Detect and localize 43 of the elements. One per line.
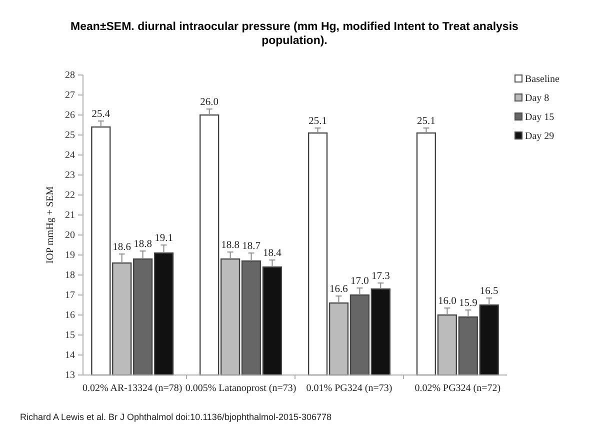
y-tick-label: 21 <box>65 210 75 222</box>
legend-label: Baseline <box>525 74 560 86</box>
y-tick-label: 13 <box>65 370 75 382</box>
legend-label: Day 29 <box>525 131 554 142</box>
y-tick-label: 14 <box>65 350 75 362</box>
x-tick-label: 0.01% PG324 (n=73) <box>306 383 392 394</box>
y-tick-label: 18 <box>65 270 75 282</box>
data-label: 18.6 <box>112 242 132 253</box>
y-tick-label: 16 <box>65 310 75 322</box>
data-label: 18.8 <box>134 239 152 250</box>
data-label: 18.7 <box>242 241 260 252</box>
data-label: 18.4 <box>263 248 282 259</box>
data-label: 25.1 <box>308 116 327 127</box>
y-tick-label: 27 <box>65 90 75 102</box>
data-label: 16.6 <box>330 284 348 295</box>
y-tick-label: 23 <box>65 170 75 182</box>
legend-label: Day 15 <box>525 112 554 124</box>
y-tick-label: 25 <box>65 130 75 142</box>
x-tick-label: 0.02% AR-13324 (n=78) <box>82 383 182 394</box>
data-label: 17.3 <box>371 271 390 282</box>
x-tick-label: 0.005% Latanoprost (n=73) <box>185 383 296 394</box>
data-label: 16.5 <box>480 286 498 297</box>
x-tick-label: 0.02% PG324 (n=72) <box>414 383 501 394</box>
y-tick-label: 20 <box>65 230 75 242</box>
y-tick-label: 22 <box>65 190 75 202</box>
data-label: 19.1 <box>154 233 173 244</box>
data-label: 18.8 <box>221 240 240 251</box>
data-label: 25.1 <box>417 116 436 127</box>
y-tick-label: 17 <box>65 290 75 302</box>
y-tick-label: 26 <box>65 110 75 122</box>
data-label: 15.9 <box>458 298 478 309</box>
y-axis-title: IOP mmHg + SEM <box>45 186 56 264</box>
legend-label: Day 8 <box>525 93 550 104</box>
y-tick-label: 15 <box>65 330 75 342</box>
y-tick-label: 28 <box>65 70 75 82</box>
text: Richard A Lewis et al. Br J Ophthalmol doi:10.1136/bjophthalmol-2015-306778 <box>20 412 332 422</box>
data-label: 26.0 <box>200 97 219 108</box>
y-tick-label: 19 <box>65 250 75 262</box>
y-tick-label: 24 <box>65 150 75 162</box>
chart-title: Mean±SEM. diurnal intraocular pressure (mm Hg, modified Intent to Treat analysis population). <box>70 21 518 47</box>
data-label: 17.0 <box>350 276 369 287</box>
data-label: 16.0 <box>438 296 456 307</box>
data-label: 25.4 <box>92 109 111 120</box>
